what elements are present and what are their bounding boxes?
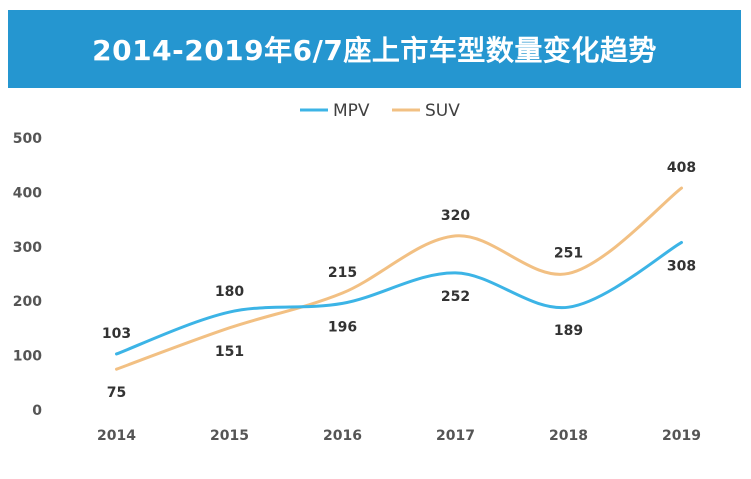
data-label-mpv: 196 <box>328 319 357 335</box>
legend: MPV SUV <box>300 101 460 121</box>
legend-label-mpv: MPV <box>333 101 370 121</box>
chart-title: 2014-2019年6/7座上市车型数量变化趋势 <box>92 34 657 67</box>
data-label-suv: 75 <box>107 385 126 401</box>
y-tick-label: 300 <box>13 240 42 256</box>
data-label-mpv: 103 <box>102 326 131 342</box>
y-tick-label: 500 <box>13 131 42 147</box>
series-line-suv <box>115 186 683 371</box>
data-label-mpv: 308 <box>667 258 696 274</box>
x-tick-label: 2014 <box>97 428 136 444</box>
title-banner: 2014-2019年6/7座上市车型数量变化趋势 <box>8 10 741 88</box>
data-label-mpv: 189 <box>554 323 583 339</box>
data-label-suv: 215 <box>328 265 357 281</box>
y-tick-label: 100 <box>13 349 42 365</box>
data-label-suv: 320 <box>441 208 470 224</box>
x-tick-label: 2019 <box>662 428 701 444</box>
data-labels: 103 75 180 151 196 215 252 320 189 251 308 408 <box>102 160 696 401</box>
x-tick-label: 2017 <box>436 428 475 444</box>
x-tick-label: 2018 <box>549 428 588 444</box>
data-label-mpv: 252 <box>441 289 470 305</box>
data-label-suv: 251 <box>554 245 583 261</box>
series-line-mpv <box>115 240 683 356</box>
x-tick-label: 2016 <box>323 428 362 444</box>
series-lines <box>115 186 683 371</box>
x-axis: 2014 2015 2016 2017 2018 2019 <box>97 428 701 444</box>
data-label-suv: 151 <box>215 344 244 360</box>
y-tick-label: 0 <box>32 403 42 419</box>
data-label-mpv: 180 <box>215 284 244 300</box>
legend-label-suv: SUV <box>425 101 460 121</box>
y-axis: 0 100 200 300 400 500 <box>13 131 42 419</box>
data-label-suv: 408 <box>667 160 696 176</box>
y-tick-label: 400 <box>13 185 42 201</box>
x-tick-label: 2015 <box>210 428 249 444</box>
y-tick-label: 200 <box>13 294 42 310</box>
